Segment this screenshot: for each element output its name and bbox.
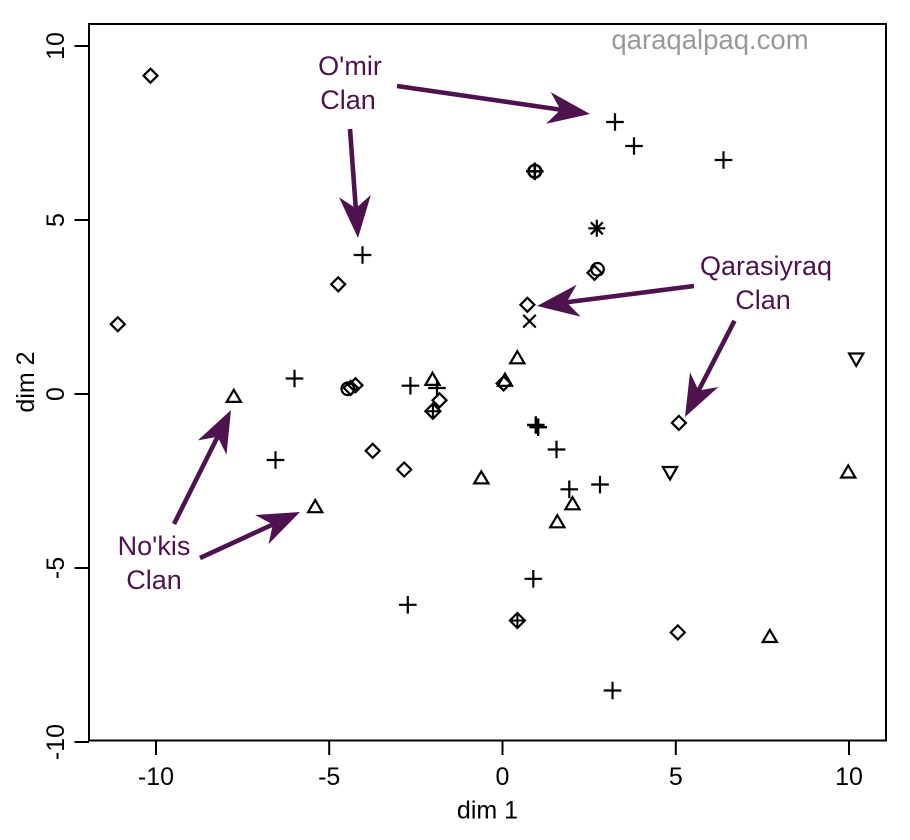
svg-text:10: 10 [42,32,70,60]
svg-text:No'kis: No'kis [118,531,191,561]
svg-text:-10: -10 [42,724,70,760]
svg-text:5: 5 [669,763,683,791]
svg-text:0: 0 [496,763,510,791]
svg-text:Clan: Clan [320,85,376,115]
svg-text:5: 5 [42,213,70,227]
svg-text:0: 0 [42,387,70,401]
svg-text:Clan: Clan [735,285,791,315]
svg-text:-10: -10 [138,763,174,791]
svg-text:-5: -5 [318,763,340,791]
svg-text:Qarasiyraq: Qarasiyraq [700,251,832,281]
svg-text:O'mir: O'mir [318,51,382,81]
svg-text:Clan: Clan [126,565,182,595]
svg-text:qaraqalpaq.com: qaraqalpaq.com [611,24,808,55]
svg-text:dim 2: dim 2 [12,351,40,412]
svg-text:-5: -5 [42,557,70,579]
svg-text:10: 10 [835,763,863,791]
svg-text:dim 1: dim 1 [457,797,518,825]
